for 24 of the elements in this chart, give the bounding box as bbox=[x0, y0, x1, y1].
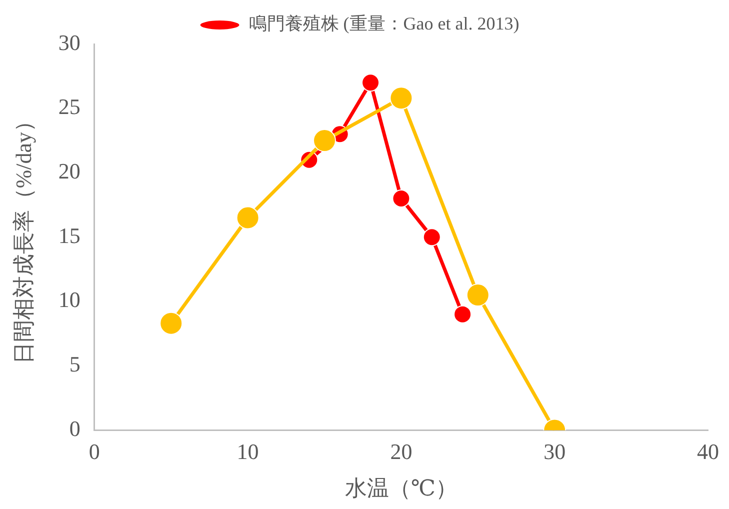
x-tick-label: 20 bbox=[390, 439, 412, 464]
y-tick-label: 15 bbox=[58, 222, 80, 248]
point bbox=[454, 305, 472, 324]
y-axis-title: 日間相対成長率（%/day） bbox=[10, 110, 36, 364]
point bbox=[390, 86, 413, 110]
point bbox=[466, 284, 490, 307]
point bbox=[313, 129, 336, 152]
point bbox=[422, 228, 441, 246]
legend-label: 鳴門養殖株 (重量：Gao et al. 2013) bbox=[248, 14, 520, 34]
x-tick-label: 10 bbox=[236, 439, 259, 464]
point bbox=[392, 189, 410, 208]
y-tick-label: 0 bbox=[69, 416, 80, 441]
y-tick-label: 20 bbox=[58, 158, 80, 184]
x-tick-label: 40 bbox=[697, 439, 719, 464]
y-tick-label: 5 bbox=[69, 352, 80, 377]
point bbox=[236, 206, 260, 230]
y-tick-label: 10 bbox=[58, 287, 80, 312]
y-tick-label: 25 bbox=[58, 94, 80, 120]
point bbox=[160, 312, 183, 335]
x-tick-label: 30 bbox=[544, 439, 566, 464]
y-tick-label: 30 bbox=[58, 30, 80, 55]
x-tick-label: 0 bbox=[88, 439, 100, 464]
x-axis-title: 水温（℃） bbox=[344, 476, 458, 501]
point bbox=[362, 74, 380, 92]
